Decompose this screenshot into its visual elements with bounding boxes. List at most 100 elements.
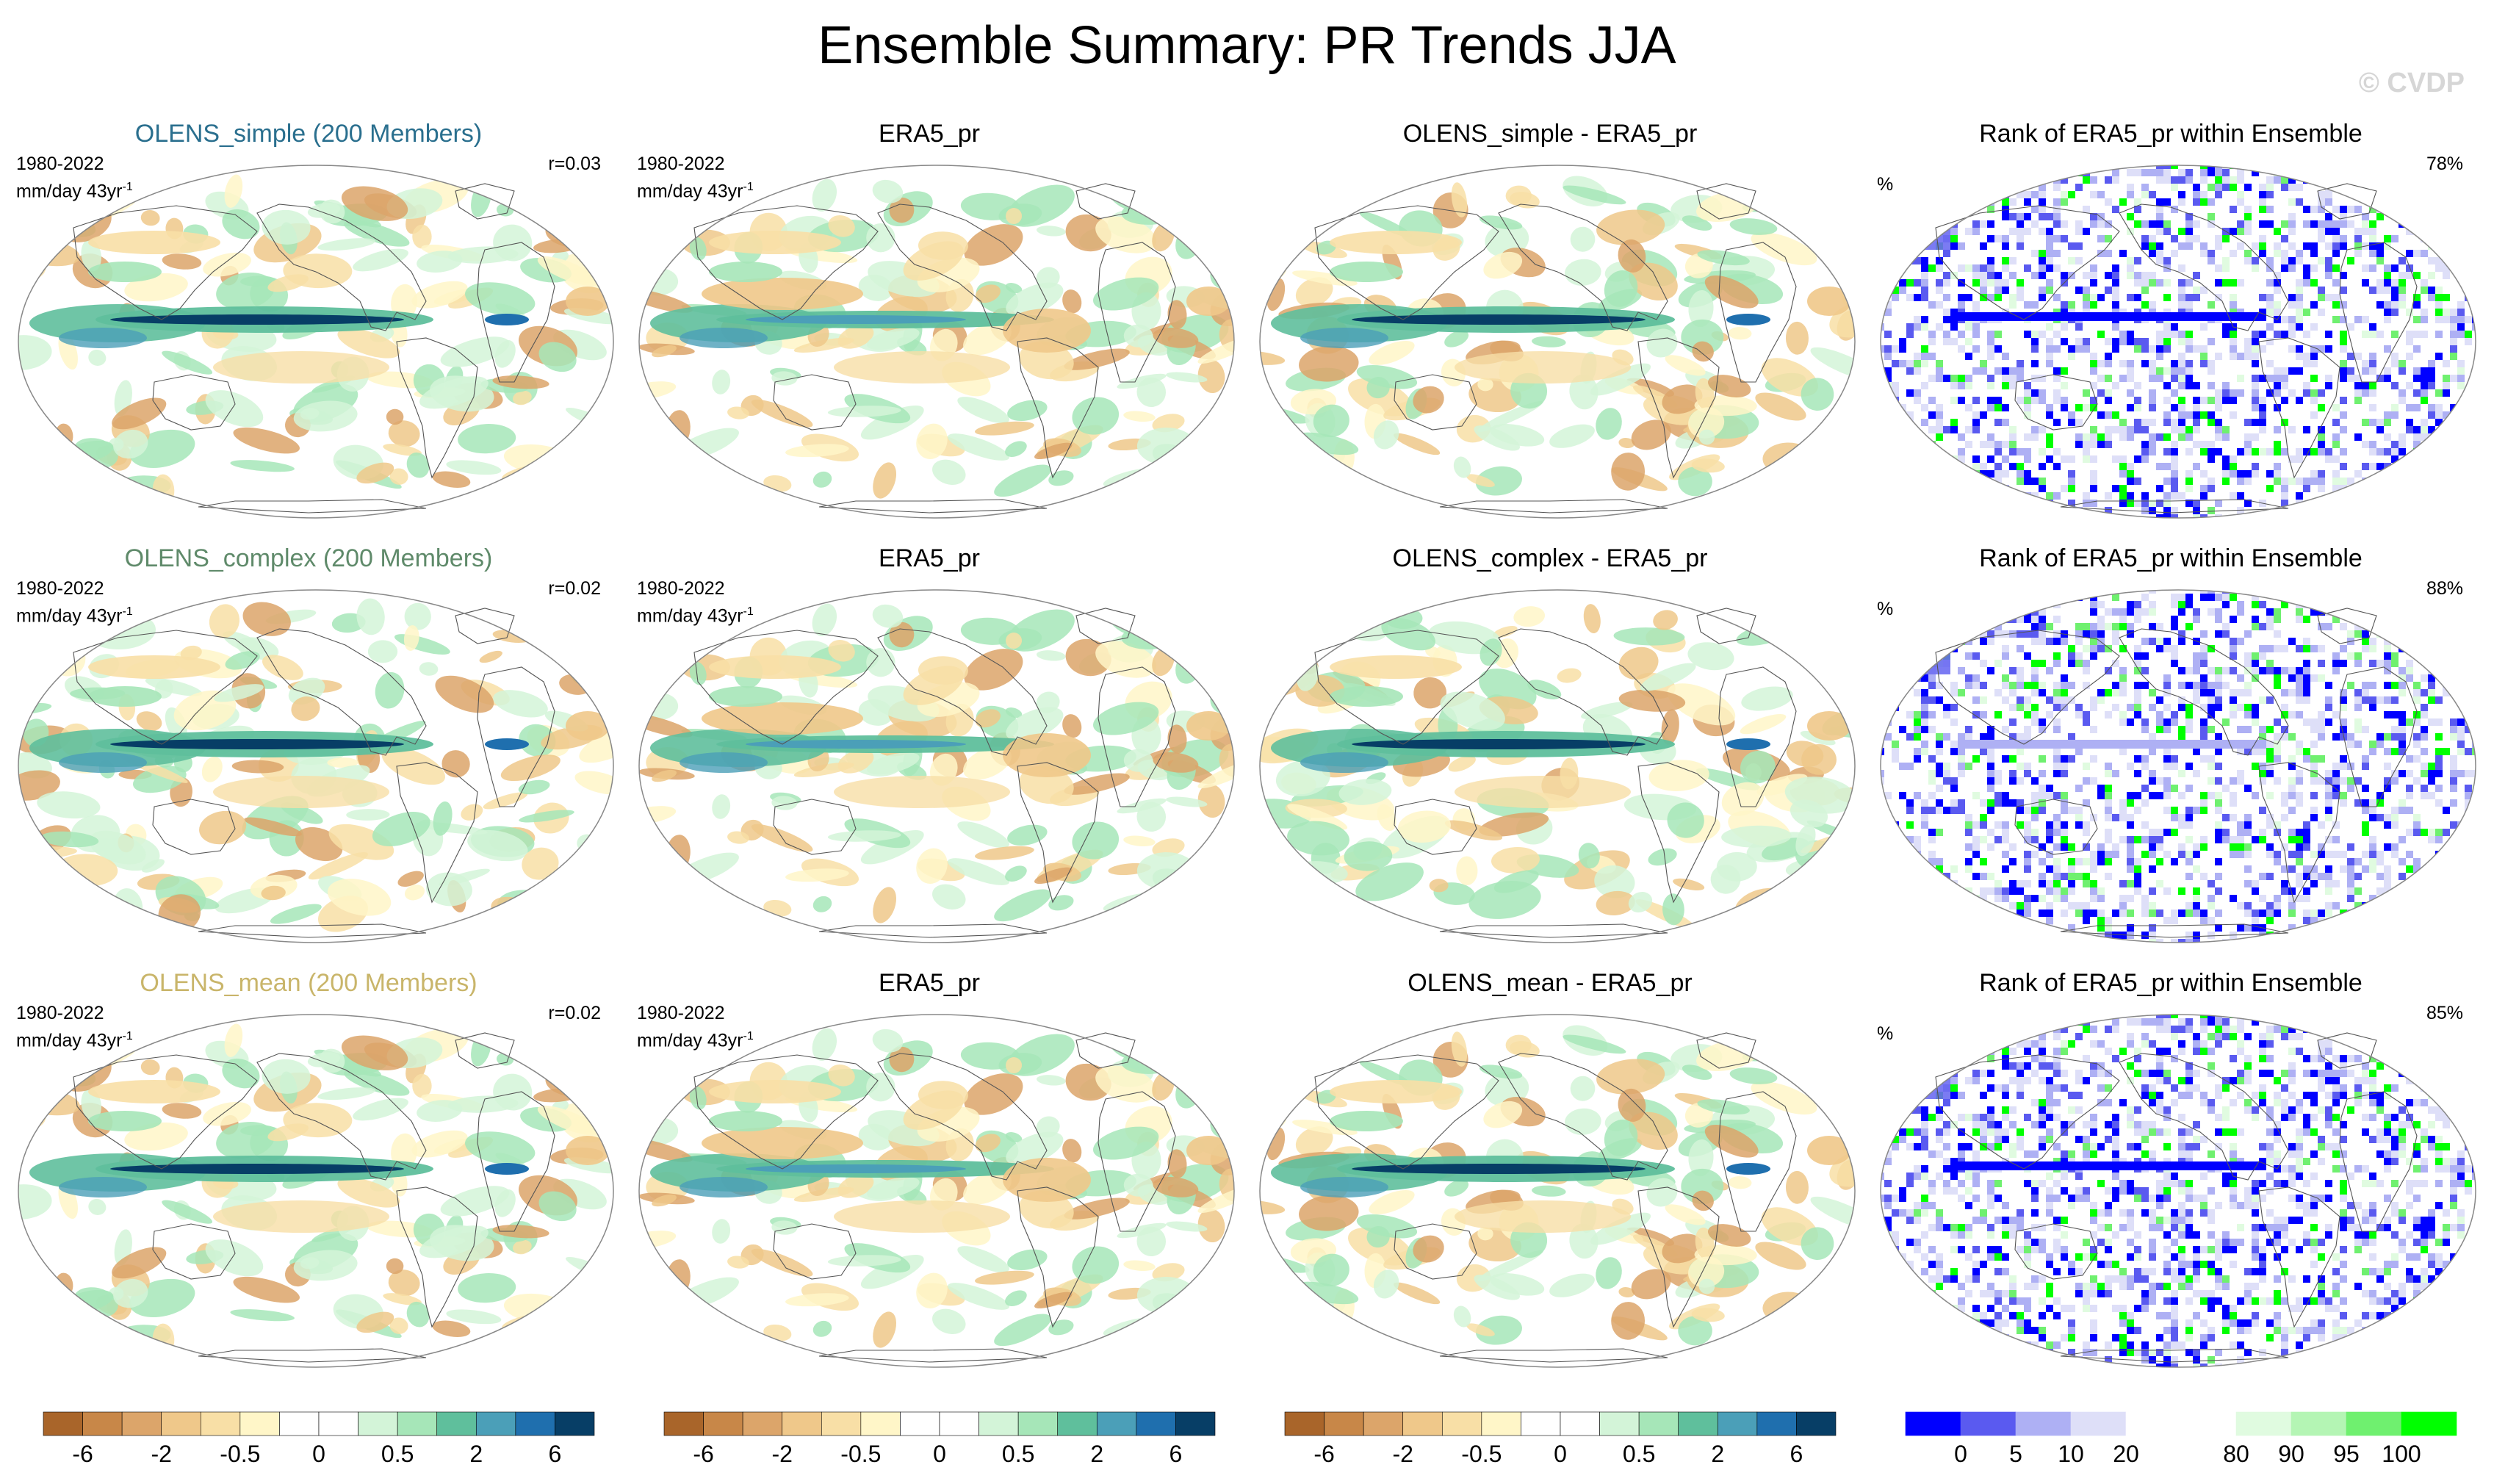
colorbar-swatch [1481,1411,1521,1436]
colorbar-tick-label: 6 [1169,1441,1183,1467]
difference-map [1256,1011,1859,1371]
trend-map [15,586,617,946]
colorbar-swatch [1560,1411,1600,1436]
colorbar-tick-label: -2 [1392,1441,1413,1467]
trend-map [15,162,617,522]
period-label: 1980-2022 [16,154,104,174]
units-label: mm/day 43yr [637,605,743,627]
panel-era5: ERA5_pr 1980-2022 mm/day 43yr-1 [621,542,1238,954]
period-units: 1980-2022 mm/day 43yr-1 [637,1002,754,1052]
colorbar-swatch [1905,1411,1961,1436]
rank-map [1877,162,2479,522]
colorbar-swatch [2125,1411,2182,1436]
period-label: 1980-2022 [637,154,725,174]
colorbar-swatch [358,1411,398,1436]
colorbar-swatch [121,1411,162,1436]
trend-map [635,586,1238,946]
panel-difference: OLENS_simple - ERA5_pr [1241,118,1859,529]
colorbar-tick-label: 10 [2058,1441,2084,1467]
colorbar-swatch [279,1411,320,1436]
panel-title: OLENS_simple (200 Members) [134,120,483,148]
colorbar-tick-label: 95 [2333,1441,2360,1467]
rank-map [1877,1011,2479,1371]
panel-rank: Rank of ERA5_pr within Ensemble % 78% [1862,118,2479,529]
colorbar-swatch [2015,1411,2072,1436]
units-sup: -1 [122,605,133,618]
panel-title: OLENS_mean - ERA5_pr [1408,969,1693,997]
colorbar-swatch [1136,1411,1176,1436]
panel-title: ERA5_pr [879,969,980,997]
units-sup: -1 [743,605,754,618]
colorbar-swatch [1017,1411,1059,1436]
colorbar-tick-label: 5 [2009,1441,2022,1467]
panel-era5: ERA5_pr 1980-2022 mm/day 43yr-1 [621,967,1238,1378]
colorbar-swatch [1521,1411,1561,1436]
period-label: 1980-2022 [637,578,725,599]
colorbar-swatch [1960,1411,2017,1436]
colorbar-swatch [1363,1411,1404,1436]
colorbar-tick-label: -2 [151,1441,171,1467]
colorbar-swatch [703,1411,743,1436]
colorbar-tick-label: 0 [1954,1441,1967,1467]
panel-difference: OLENS_mean - ERA5_pr [1241,967,1859,1378]
panel-title: OLENS_complex - ERA5_pr [1392,544,1708,572]
colorbar-tick-label: 0.5 [1623,1441,1655,1467]
colorbar-swatch [200,1411,241,1436]
colorbar-tick-label: -6 [1313,1441,1334,1467]
colorbar-swatch [2401,1411,2457,1436]
units-label: mm/day 43yr [637,1030,743,1051]
period-units: 1980-2022 mm/day 43yr-1 [16,577,133,627]
panel-olens-mean: OLENS_mean (200 Members) 1980-2022 mm/da… [0,967,617,1378]
colorbar-tick-label: 0.5 [1002,1441,1034,1467]
colorbar-swatch [475,1411,516,1436]
period-units: 1980-2022 mm/day 43yr-1 [637,153,754,203]
panel-difference: OLENS_complex - ERA5_pr [1241,542,1859,954]
panel-title: OLENS_simple - ERA5_pr [1402,120,1698,148]
colorbar-tick-label: 2 [1090,1441,1103,1467]
colorbar-tick-label: 0.5 [381,1441,414,1467]
colorbar-swatch [161,1411,201,1436]
rank-percentage: 88% [2426,578,2463,599]
trend-map [635,1011,1238,1371]
units-label: mm/day 43yr [16,605,123,627]
panel-era5: ERA5_pr 1980-2022 mm/day 43yr-1 [621,118,1238,529]
colorbar-swatch [43,1411,83,1436]
colorbar-tick-label: -0.5 [840,1441,881,1467]
colorbar-tick-label: 90 [2278,1441,2304,1467]
figure-title: Ensemble Summary: PR Trends JJA [818,16,1676,75]
colorbar-tick-label: 20 [2113,1441,2139,1467]
colorbar-tick-label: -2 [771,1441,792,1467]
colorbar-swatch [1756,1411,1797,1436]
rank-percentage: 85% [2426,1003,2463,1023]
colorbar-swatch [860,1411,901,1436]
panel-rank: Rank of ERA5_pr within Ensemble % 85% [1862,967,2479,1378]
colorbar-swatch [1441,1411,1482,1436]
period-units: 1980-2022 mm/day 43yr-1 [16,1002,133,1052]
panel-title: ERA5_pr [879,120,980,148]
colorbar-tick-label: -6 [693,1441,713,1467]
period-label: 1980-2022 [637,1003,725,1023]
difference-map [1256,162,1859,522]
colorbar-swatch [1717,1411,1758,1436]
panel-title: ERA5_pr [879,544,980,572]
colorbar-swatch [900,1411,940,1436]
colorbar-swatch [782,1411,822,1436]
rank-map [1877,586,2479,946]
colorbar-swatch [1678,1411,1718,1436]
difference-map [1256,586,1859,946]
rank-unit: % [1877,1023,1894,1044]
panel-title: Rank of ERA5_pr within Ensemble [1979,969,2363,997]
colorbar-swatch [318,1411,358,1436]
colorbar-swatch [1796,1411,1837,1436]
colorbar-swatch [2291,1411,2347,1436]
colorbar-swatch [1402,1411,1443,1436]
panel-title: OLENS_mean (200 Members) [140,969,477,997]
rank-unit: % [1877,599,1894,619]
period-label: 1980-2022 [16,1003,104,1023]
pattern-correlation: r=0.02 [548,578,601,599]
colorbar-swatch [2180,1411,2237,1436]
difference-colorbar: -6 -2 -0.5 0 0.5 2 6 [1282,1409,1840,1468]
colorbar-swatch [2235,1411,2292,1436]
cvdp-watermark: © CVDP [2358,68,2465,98]
colorbar-swatch [239,1411,280,1436]
